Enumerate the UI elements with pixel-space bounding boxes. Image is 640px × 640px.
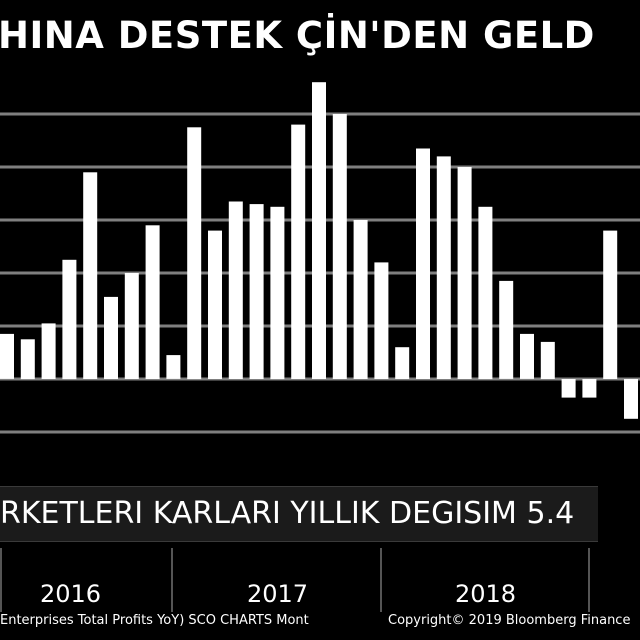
bar: [270, 206, 285, 380]
bar: [228, 201, 243, 379]
bar: [124, 273, 139, 379]
bar: [291, 124, 306, 379]
footer-source: Enterprises Total Profits YoY) SCO CHART…: [0, 613, 309, 628]
bar: [603, 230, 618, 379]
bar: [0, 333, 14, 379]
bar: [561, 379, 576, 398]
bar: [208, 230, 222, 379]
bar: [249, 204, 264, 379]
bar: [166, 355, 181, 379]
bar: [478, 206, 493, 380]
bar: [62, 259, 77, 380]
bar: [20, 339, 35, 380]
bar: [499, 280, 514, 379]
x-tick-label: 2018: [455, 580, 517, 608]
axis-divider: [0, 548, 2, 612]
bar: [312, 82, 326, 379]
bar: [374, 262, 389, 379]
bar: [416, 148, 430, 379]
banner-text: RKETLERI KARLARI YILLIK DEGISIM 5.4: [0, 496, 575, 531]
bar: [457, 167, 472, 379]
footer-copyright: Copyright© 2019 Bloomberg Finance: [388, 613, 631, 628]
chart-title: HINA DESTEK ÇİN'DEN GELD: [0, 14, 595, 57]
bar: [83, 172, 98, 379]
bar: [332, 114, 347, 379]
bar: [540, 341, 555, 379]
axis-divider: [588, 548, 590, 612]
bar: [353, 220, 368, 379]
bar: [436, 156, 451, 379]
bar: [104, 296, 118, 379]
x-tick-label: 2016: [40, 580, 102, 608]
bar: [582, 379, 597, 398]
axis-divider: [171, 548, 173, 612]
bar: [187, 127, 202, 380]
bar: [395, 347, 410, 379]
bar: [624, 379, 638, 419]
x-tick-label: 2017: [247, 580, 309, 608]
axis-divider: [380, 548, 382, 612]
bars: [0, 82, 638, 419]
bar: [520, 333, 534, 379]
bar: [41, 323, 56, 379]
bar: [145, 225, 160, 379]
value-banner: RKETLERI KARLARI YILLIK DEGISIM 5.4: [0, 486, 598, 542]
